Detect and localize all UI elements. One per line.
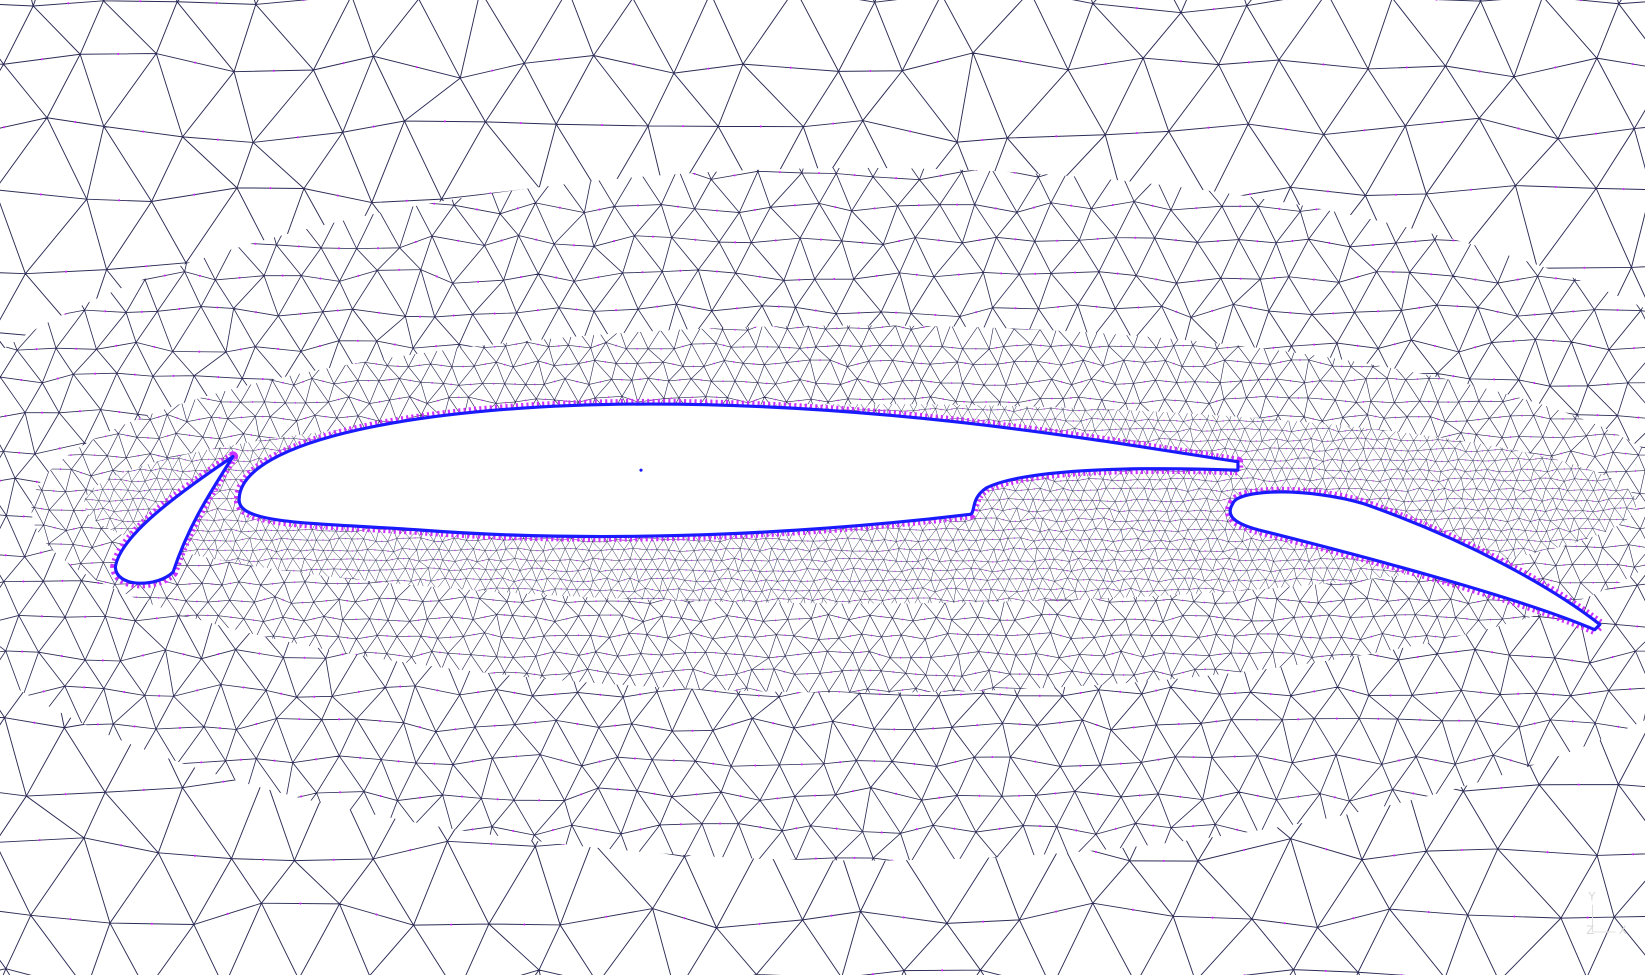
main-element-outline [237,402,1240,539]
airfoil-elements [110,398,1606,635]
triad-label: X [1619,923,1627,937]
axes-triad: Y Z X [1586,889,1627,937]
slat-outline [113,454,235,585]
flap-outline [1228,490,1602,632]
triad-label: Z [1586,923,1594,937]
center-point [639,468,643,472]
triad-label: Y [1587,889,1596,903]
